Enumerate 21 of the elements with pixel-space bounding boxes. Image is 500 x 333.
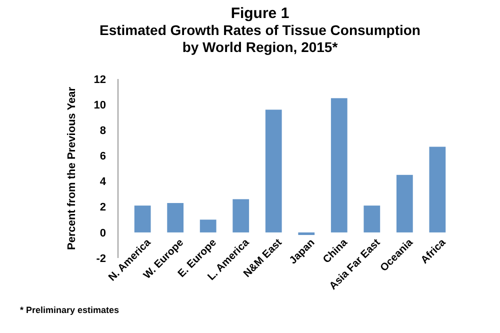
y-tick-label: 4 (100, 176, 107, 188)
bar (265, 110, 282, 232)
y-tick-label: 2 (100, 202, 106, 214)
bar (298, 232, 315, 235)
y-tick-label: 12 (94, 74, 106, 86)
y-axis-title: Percent from the Previous Year (66, 86, 78, 250)
bar (330, 98, 348, 232)
bar (364, 206, 380, 232)
bar (429, 146, 446, 232)
y-tick-label: 8 (100, 124, 106, 137)
bar (232, 199, 250, 232)
bar (134, 206, 151, 232)
chart-title: Figure 1 Estimated Growth Rates of Tissue Consumption by World Region, 2015* (99, 5, 421, 55)
bar (167, 203, 184, 232)
bar (200, 220, 216, 232)
text: * Preliminary estimates (20, 305, 120, 315)
y-tick-label: 0 (100, 227, 106, 240)
y-tick-label: 10 (94, 99, 106, 112)
y-tick-label: 6 (100, 150, 106, 163)
y-tick-label: -2 (96, 252, 106, 265)
bar (396, 174, 413, 232)
